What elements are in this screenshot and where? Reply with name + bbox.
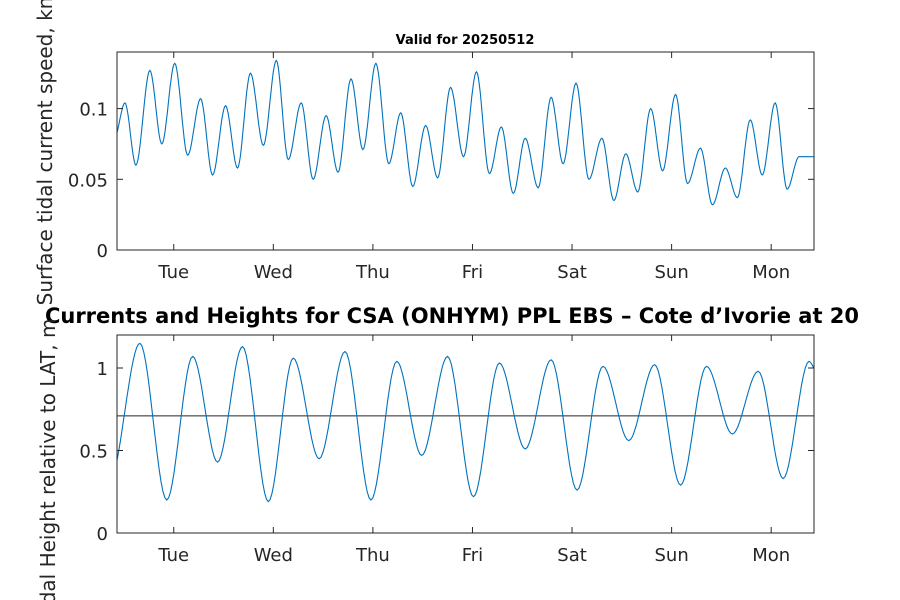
current-speed-ytick-label: 0.05: [68, 170, 108, 191]
tidal-height-title: Currents and Heights for CSA (ONHYM) PPL…: [45, 304, 859, 328]
tidal-height-plot: Tue Wed Thu Fri Sat Sun Mon 0 0.5 1 Currents and …: [36, 304, 859, 600]
current-speed-xtick-label: Wed: [254, 262, 293, 283]
current-speed-axes-box: [116, 51, 815, 251]
tidal-height-axes-box: [116, 334, 815, 534]
current-speed-xtick-label: Sun: [654, 262, 688, 283]
current-speed-ticks: Tue Wed Thu Fri Sat Sun Mon 0 0.05 0.1: [68, 52, 814, 283]
tidal-height-xtick-label: Sun: [654, 545, 688, 566]
tidal-height-ticks: Tue Wed Thu Fri Sat Sun Mon 0 0.5 1: [79, 335, 814, 566]
current-speed-xtick-label: Sat: [557, 262, 587, 283]
current-speed-lines: [116, 59, 814, 206]
current-speed-plot: Tue Wed Thu Fri Sat Sun Mon 0 0.05 0.1 Valid for …: [33, 0, 815, 305]
tidal-height-ytick-label: 0: [97, 524, 108, 545]
tidal-height-xtick-label: Tue: [157, 545, 189, 566]
tidal-height-ytick-label: 1: [97, 359, 108, 380]
current-speed-xtick-label: Tue: [157, 262, 189, 283]
current-speed-ytick-label: 0: [97, 241, 108, 262]
tidal-height-xtick-label: Sat: [557, 545, 587, 566]
tidal-height-xtick-label: Mon: [752, 545, 790, 566]
tidal-height-ylabel: Tidal Height relative to LAT, m: [36, 319, 60, 600]
tidal-height-xtick-label: Wed: [254, 545, 293, 566]
tidal-height-plot-background: [117, 335, 814, 533]
tidal-height-series-line: [116, 342, 815, 503]
current-speed-title: Valid for 20250512: [396, 33, 535, 48]
tidal-height-ytick-label: 0.5: [79, 442, 108, 463]
current-speed-ytick-label: 0.1: [79, 100, 108, 121]
current-speed-xtick-label: Mon: [752, 262, 790, 283]
tidal-height-xtick-label: Fri: [462, 545, 483, 566]
current-speed-series-line: [116, 59, 814, 206]
tidal-height-xtick-label: Thu: [355, 545, 390, 566]
current-speed-ylabel: Surface tidal current speed, kn: [33, 0, 57, 305]
current-speed-xtick-label: Thu: [355, 262, 390, 283]
tidal-height-lines: [116, 342, 815, 503]
current-speed-xtick-label: Fri: [462, 262, 483, 283]
